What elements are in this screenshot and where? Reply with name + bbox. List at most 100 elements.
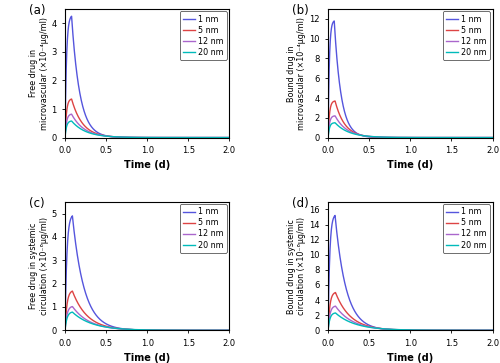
1 nm <box>68 14 74 19</box>
12 nm <box>332 114 338 118</box>
Text: (b): (b) <box>292 4 308 17</box>
12 nm <box>344 127 350 132</box>
12 nm <box>486 135 492 140</box>
12 nm <box>468 135 474 140</box>
12 nm <box>332 304 338 308</box>
12 nm <box>226 328 232 333</box>
12 nm <box>226 135 232 140</box>
12 nm <box>125 135 131 139</box>
Y-axis label: Free drug in
microvascular (×10⁻⁴μg/ml): Free drug in microvascular (×10⁻⁴μg/ml) <box>29 17 48 130</box>
5 nm <box>490 328 496 333</box>
20 nm <box>396 327 402 332</box>
1 nm <box>325 135 331 140</box>
20 nm <box>68 119 74 123</box>
5 nm <box>226 135 232 140</box>
20 nm <box>388 327 394 331</box>
12 nm <box>90 131 96 136</box>
20 nm <box>70 310 75 314</box>
5 nm <box>70 289 75 293</box>
20 nm <box>206 135 212 140</box>
1 nm <box>490 328 496 333</box>
5 nm <box>486 135 492 140</box>
20 nm <box>223 135 229 140</box>
Line: 5 nm: 5 nm <box>65 291 230 330</box>
Text: (d): (d) <box>292 197 308 210</box>
12 nm <box>388 327 394 331</box>
12 nm <box>344 316 350 320</box>
Line: 12 nm: 12 nm <box>65 114 230 138</box>
12 nm <box>62 328 68 333</box>
5 nm <box>325 328 331 333</box>
1 nm <box>125 135 131 140</box>
5 nm <box>325 135 331 140</box>
5 nm <box>344 125 350 129</box>
20 nm <box>388 135 394 139</box>
1 nm <box>344 289 350 293</box>
Text: (c): (c) <box>29 197 44 210</box>
5 nm <box>223 328 229 333</box>
Y-axis label: Free drug in systemic
circulation (×10⁻⁶μg/ml): Free drug in systemic circulation (×10⁻⁶… <box>29 217 48 315</box>
5 nm <box>468 328 474 333</box>
X-axis label: Time (d): Time (d) <box>124 353 170 363</box>
20 nm <box>354 322 360 327</box>
5 nm <box>468 135 474 140</box>
5 nm <box>490 135 496 140</box>
1 nm <box>81 285 87 289</box>
1 nm <box>62 135 68 140</box>
12 nm <box>223 328 229 333</box>
12 nm <box>490 328 496 333</box>
20 nm <box>206 328 212 333</box>
5 nm <box>81 123 87 127</box>
20 nm <box>90 132 96 136</box>
20 nm <box>486 328 492 333</box>
20 nm <box>226 135 232 140</box>
20 nm <box>125 135 131 139</box>
12 nm <box>388 135 394 139</box>
1 nm <box>223 135 229 140</box>
5 nm <box>396 327 402 332</box>
1 nm <box>206 135 212 140</box>
12 nm <box>81 126 87 131</box>
12 nm <box>206 135 212 140</box>
12 nm <box>132 327 138 332</box>
Legend: 1 nm, 5 nm, 12 nm, 20 nm: 1 nm, 5 nm, 12 nm, 20 nm <box>180 12 227 60</box>
20 nm <box>62 135 68 140</box>
Line: 20 nm: 20 nm <box>65 312 230 330</box>
Legend: 1 nm, 5 nm, 12 nm, 20 nm: 1 nm, 5 nm, 12 nm, 20 nm <box>180 204 227 253</box>
1 nm <box>388 327 394 332</box>
12 nm <box>62 135 68 140</box>
20 nm <box>490 135 496 140</box>
1 nm <box>226 328 232 333</box>
5 nm <box>388 135 394 140</box>
Line: 12 nm: 12 nm <box>65 306 230 330</box>
5 nm <box>125 135 131 139</box>
12 nm <box>354 132 360 136</box>
X-axis label: Time (d): Time (d) <box>124 160 170 171</box>
Line: 1 nm: 1 nm <box>65 216 230 330</box>
1 nm <box>354 131 360 135</box>
1 nm <box>132 135 138 140</box>
12 nm <box>70 304 75 309</box>
1 nm <box>70 214 75 218</box>
12 nm <box>325 135 331 140</box>
20 nm <box>486 135 492 140</box>
12 nm <box>223 135 229 140</box>
1 nm <box>332 213 338 218</box>
20 nm <box>325 328 331 333</box>
5 nm <box>354 131 360 136</box>
20 nm <box>132 135 138 139</box>
12 nm <box>354 321 360 326</box>
Line: 20 nm: 20 nm <box>65 121 230 138</box>
20 nm <box>223 328 229 333</box>
5 nm <box>68 97 74 101</box>
1 nm <box>396 135 402 140</box>
12 nm <box>486 328 492 333</box>
20 nm <box>396 135 402 140</box>
20 nm <box>226 328 232 333</box>
1 nm <box>486 328 492 333</box>
5 nm <box>344 310 350 315</box>
5 nm <box>132 327 138 332</box>
5 nm <box>125 327 131 331</box>
Text: (a): (a) <box>29 4 46 17</box>
1 nm <box>344 117 350 121</box>
